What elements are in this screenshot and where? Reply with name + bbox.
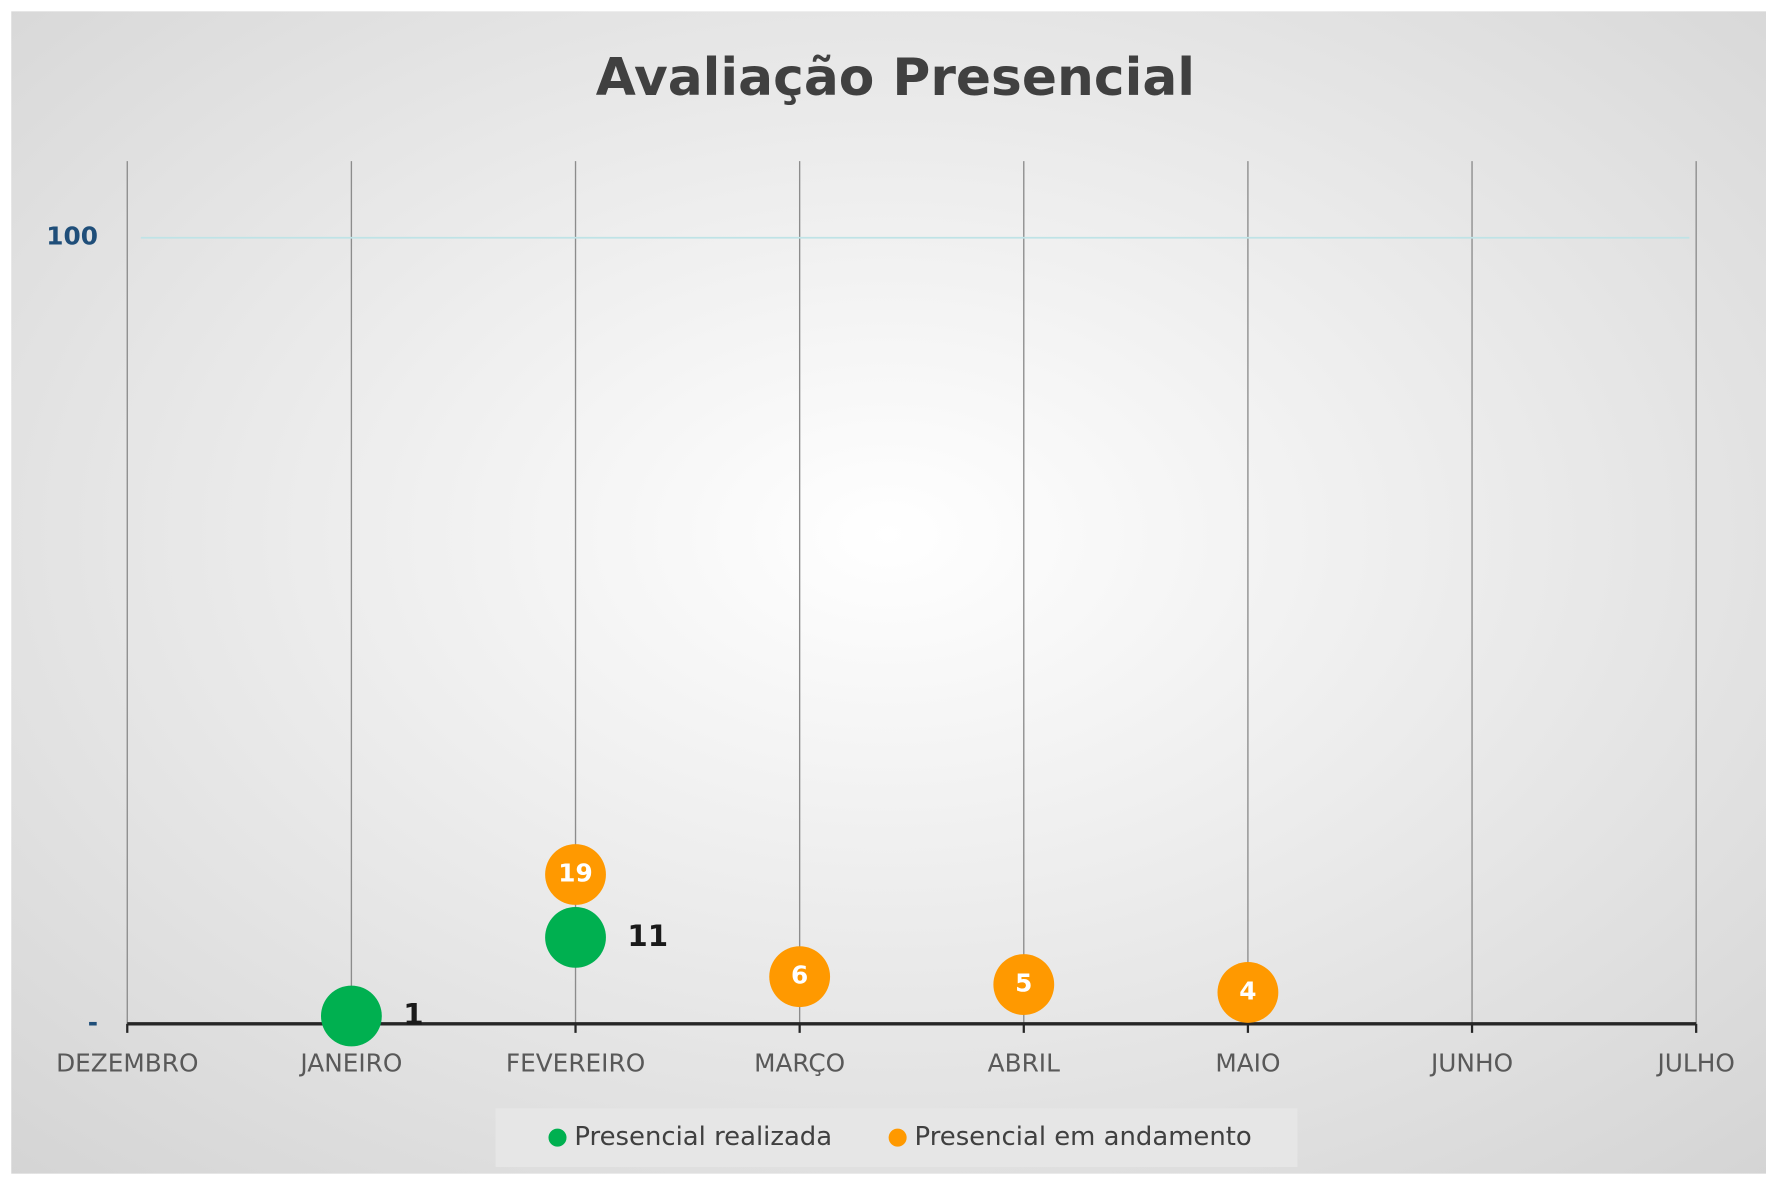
x-tick-label: DEZEMBRO bbox=[56, 1048, 198, 1077]
x-tick-label: ABRIL bbox=[988, 1048, 1060, 1077]
data-point bbox=[320, 985, 382, 1047]
data-label: 1 bbox=[403, 998, 423, 1032]
legend-label: Presencial em andamento bbox=[915, 1122, 1252, 1152]
data-point bbox=[993, 954, 1055, 1015]
x-tick-label: JANEIRO bbox=[298, 1048, 402, 1077]
chart-title: Avaliação Presencial bbox=[596, 48, 1195, 108]
data-label: 19 bbox=[558, 858, 592, 887]
data-point bbox=[769, 946, 831, 1008]
x-tick-label: JUNHO bbox=[1429, 1048, 1513, 1077]
legend-marker bbox=[548, 1128, 567, 1147]
x-tick-label: MAIO bbox=[1215, 1048, 1280, 1077]
legend-marker bbox=[888, 1128, 907, 1147]
data-label: 11 bbox=[627, 919, 668, 953]
y-tick-label: 100 bbox=[46, 222, 98, 251]
data-label: 6 bbox=[791, 961, 808, 990]
y-tick-label: - bbox=[88, 1008, 98, 1037]
x-tick-label: MARÇO bbox=[754, 1048, 845, 1077]
data-point bbox=[545, 906, 606, 968]
x-tick-label: FEVEREIRO bbox=[506, 1048, 645, 1077]
x-tick-label: JULHO bbox=[1655, 1048, 1734, 1077]
chart-area bbox=[11, 11, 1766, 1174]
data-point bbox=[1217, 962, 1279, 1023]
data-label: 4 bbox=[1239, 976, 1256, 1005]
data-point bbox=[545, 844, 606, 905]
legend-label: Presencial realizada bbox=[574, 1122, 832, 1152]
data-label: 5 bbox=[1015, 969, 1032, 998]
